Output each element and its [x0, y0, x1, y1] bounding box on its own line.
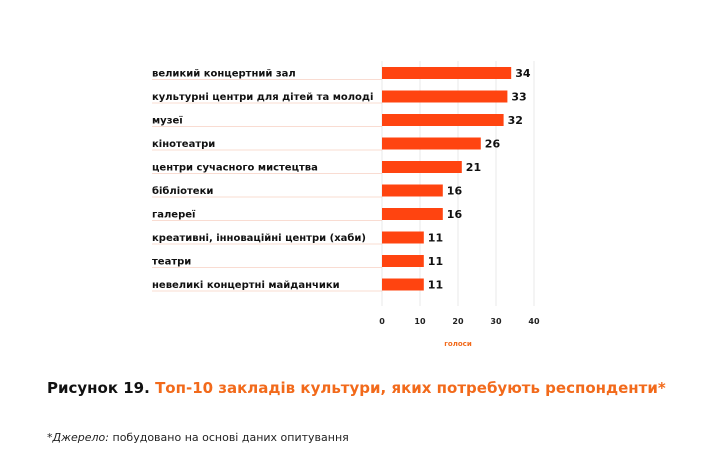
- category-label: бібліотеки: [152, 185, 213, 197]
- source-label: *Джерело:: [47, 431, 109, 444]
- category-label: кінотеатри: [152, 139, 215, 150]
- value-label: 11: [428, 279, 443, 292]
- x-tick-label: 40: [528, 317, 540, 326]
- category-label: центри сучасного мистецтва: [152, 163, 318, 174]
- bar: [382, 255, 424, 267]
- category-label: великий концертний зал: [152, 69, 296, 80]
- value-label: 21: [466, 161, 481, 174]
- bar: [382, 90, 508, 103]
- category-label: невеликі концертні майданчики: [152, 280, 340, 291]
- bar: [382, 137, 481, 150]
- figure-caption: Рисунок 19. Топ-10 закладів культури, як…: [47, 378, 672, 398]
- x-axis-title: голоси: [444, 340, 472, 348]
- value-label: 33: [511, 91, 526, 104]
- source-text: побудовано на основі даних опитування: [112, 431, 349, 444]
- value-label: 34: [515, 67, 531, 80]
- value-label: 26: [485, 138, 501, 151]
- bar: [382, 67, 512, 79]
- figure-title: Топ-10 закладів культури, яких потребуют…: [155, 379, 666, 397]
- figure-number: Рисунок 19.: [47, 379, 150, 397]
- label-leader-lines: [152, 79, 382, 292]
- category-label: театри: [152, 257, 191, 268]
- value-label: 32: [508, 114, 523, 127]
- bars: [382, 67, 512, 291]
- bar: [382, 208, 443, 220]
- category-label: галереї: [152, 209, 196, 221]
- x-tick-label: 20: [452, 317, 464, 326]
- category-label: культурні центри для дітей та молоді: [152, 92, 373, 103]
- category-label: креативні, інноваційні центри (хаби): [152, 232, 366, 244]
- bar: [382, 278, 424, 291]
- source-note: *Джерело: побудовано на основі даних опи…: [47, 431, 349, 444]
- value-label: 16: [447, 185, 463, 198]
- value-label: 11: [428, 232, 443, 245]
- bar: [382, 231, 424, 244]
- x-tick-label: 10: [414, 317, 426, 326]
- value-label: 16: [447, 208, 463, 221]
- bar: [382, 184, 443, 197]
- category-label: музеї: [152, 115, 183, 127]
- category-labels: великий концертний зал культурні центри д…: [152, 69, 373, 292]
- bar: [382, 114, 504, 126]
- x-axis-ticks: 0 10 20 30 40: [379, 317, 540, 326]
- x-tick-label: 0: [379, 317, 385, 326]
- x-tick-label: 30: [490, 317, 502, 326]
- bar: [382, 161, 462, 173]
- value-label: 11: [428, 255, 443, 268]
- bar-chart: великий концертний зал культурні центри д…: [152, 61, 540, 348]
